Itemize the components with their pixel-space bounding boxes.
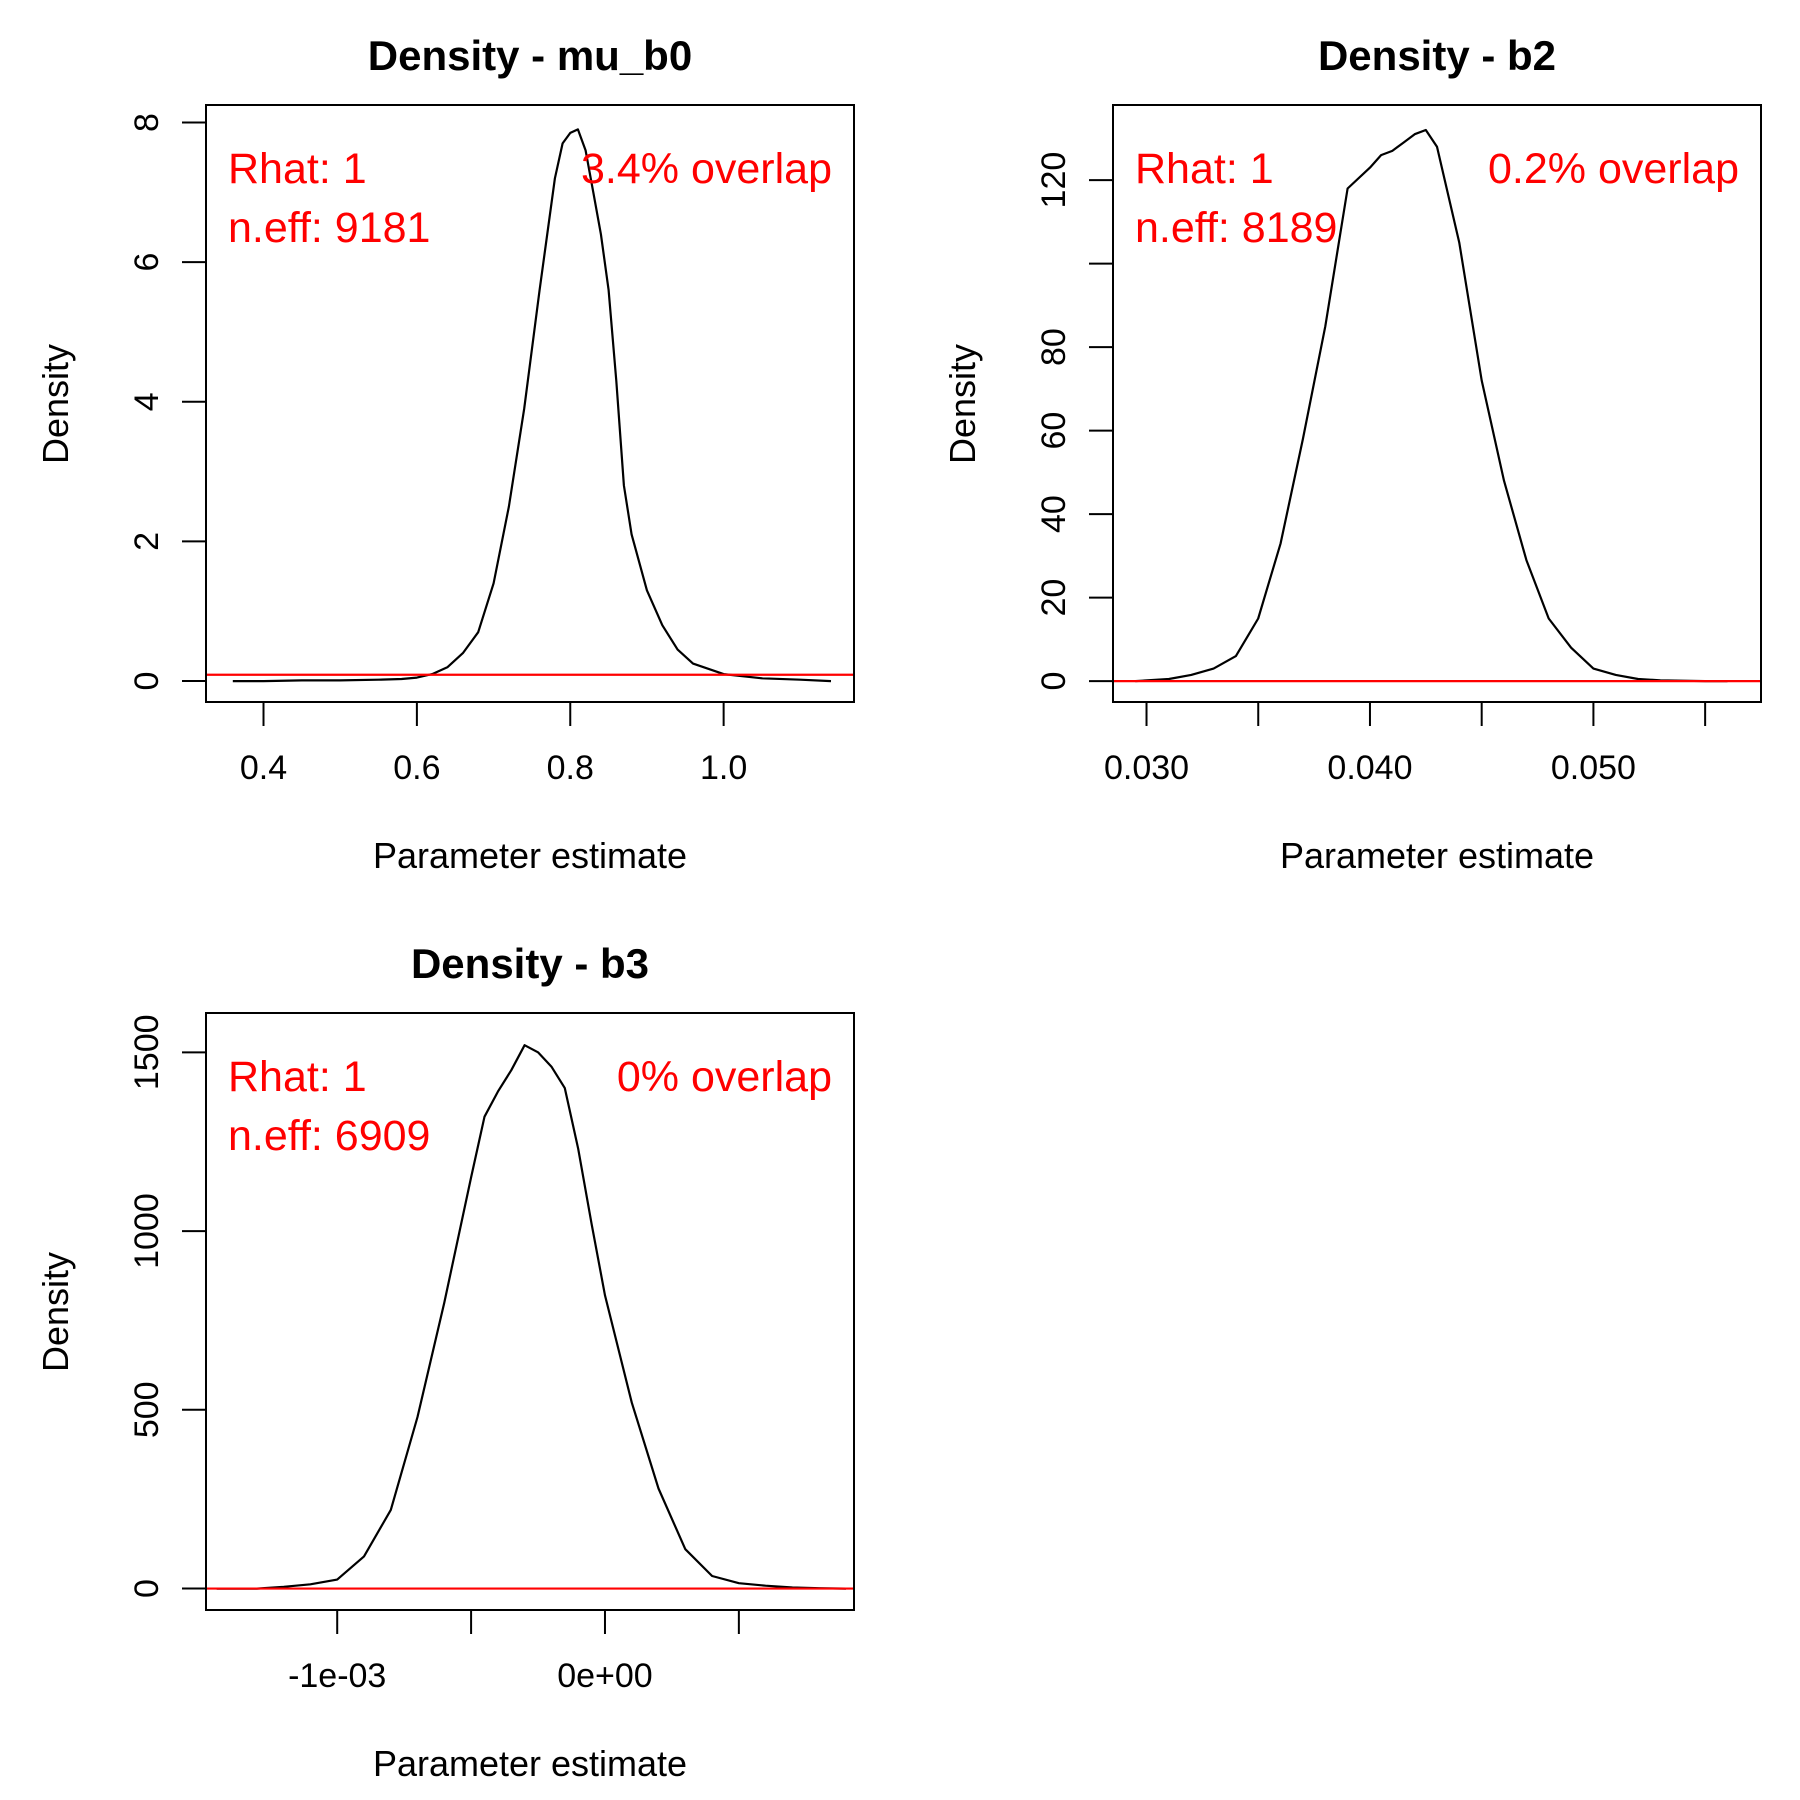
y-axis-label: Density — [35, 1252, 76, 1372]
density-curve — [1135, 128, 1728, 683]
x-axis-label: Parameter estimate — [373, 835, 687, 876]
panel-b2: Density - b2 0.030 0.040 0.050 0 20 40 60 80 12… — [942, 32, 1762, 876]
y-axis-label: Density — [35, 344, 76, 464]
x-tick-label: 1.0 — [700, 749, 747, 787]
rhat-annotation: Rhat: 1 — [1135, 145, 1274, 193]
y-axis: 0 2 4 6 8 — [128, 113, 206, 691]
x-tick-label: 0.050 — [1551, 749, 1636, 787]
y-tick-label: 8 — [128, 113, 166, 132]
x-axis: -1e-03 0e+00 — [288, 1610, 740, 1695]
plot-frame — [205, 1012, 855, 1611]
y-tick-label: 60 — [1035, 412, 1073, 450]
neff-annotation: n.eff: 8189 — [1135, 204, 1337, 252]
x-tick-label: 0.6 — [393, 749, 440, 787]
y-tick-label: 1000 — [128, 1193, 166, 1269]
y-axis: 0 20 40 60 80 120 — [1035, 152, 1113, 691]
y-tick-label: 0 — [128, 1579, 166, 1598]
y-tick-label: 6 — [128, 253, 166, 272]
x-tick-label: 0.8 — [547, 749, 594, 787]
y-axis: 0 500 1000 1500 — [128, 1014, 206, 1598]
rhat-annotation: Rhat: 1 — [228, 145, 367, 193]
overlap-annotation: 0% overlap — [617, 1053, 832, 1101]
x-axis: 0.4 0.6 0.8 1.0 — [240, 702, 747, 787]
plot-frame — [205, 104, 855, 703]
x-axis: 0.030 0.040 0.050 — [1104, 702, 1707, 787]
panel-mu-b0: Density - mu_b0 0.4 0.6 0.8 1.0 0 2 4 6 8 Param… — [35, 32, 855, 876]
x-axis-label: Parameter estimate — [373, 1743, 687, 1784]
plot-frame — [1112, 104, 1762, 703]
density-curve — [232, 128, 832, 683]
y-tick-label: 1500 — [128, 1014, 166, 1090]
panel-title: Density - mu_b0 — [368, 32, 692, 79]
y-tick-label: 0 — [1035, 672, 1073, 691]
x-tick-label: 0e+00 — [557, 1657, 653, 1695]
y-tick-label: 0 — [128, 672, 166, 691]
y-tick-label: 4 — [128, 392, 166, 411]
y-axis-label: Density — [942, 344, 983, 464]
x-tick-label: -1e-03 — [288, 1657, 386, 1695]
x-axis-label: Parameter estimate — [1280, 835, 1594, 876]
overlap-annotation: 3.4% overlap — [581, 145, 832, 193]
panel-title: Density - b3 — [411, 940, 649, 987]
y-tick-label: 2 — [128, 532, 166, 551]
rhat-annotation: Rhat: 1 — [228, 1053, 367, 1101]
x-tick-label: 0.040 — [1327, 749, 1412, 787]
y-tick-label: 40 — [1035, 495, 1073, 533]
y-tick-label: 120 — [1035, 152, 1073, 209]
y-tick-label: 80 — [1035, 328, 1073, 366]
neff-annotation: n.eff: 6909 — [228, 1112, 430, 1160]
panel-title: Density - b2 — [1318, 32, 1556, 79]
overlap-annotation: 0.2% overlap — [1488, 145, 1739, 193]
neff-annotation: n.eff: 9181 — [228, 204, 430, 252]
y-tick-label: 500 — [128, 1381, 166, 1438]
x-tick-label: 0.4 — [240, 749, 287, 787]
panel-b3: Density - b3 -1e-03 0e+00 0 500 1000 1500 Pa… — [35, 940, 855, 1784]
x-tick-label: 0.030 — [1104, 749, 1189, 787]
y-tick-label: 20 — [1035, 579, 1073, 617]
density-curve — [216, 1044, 847, 1590]
